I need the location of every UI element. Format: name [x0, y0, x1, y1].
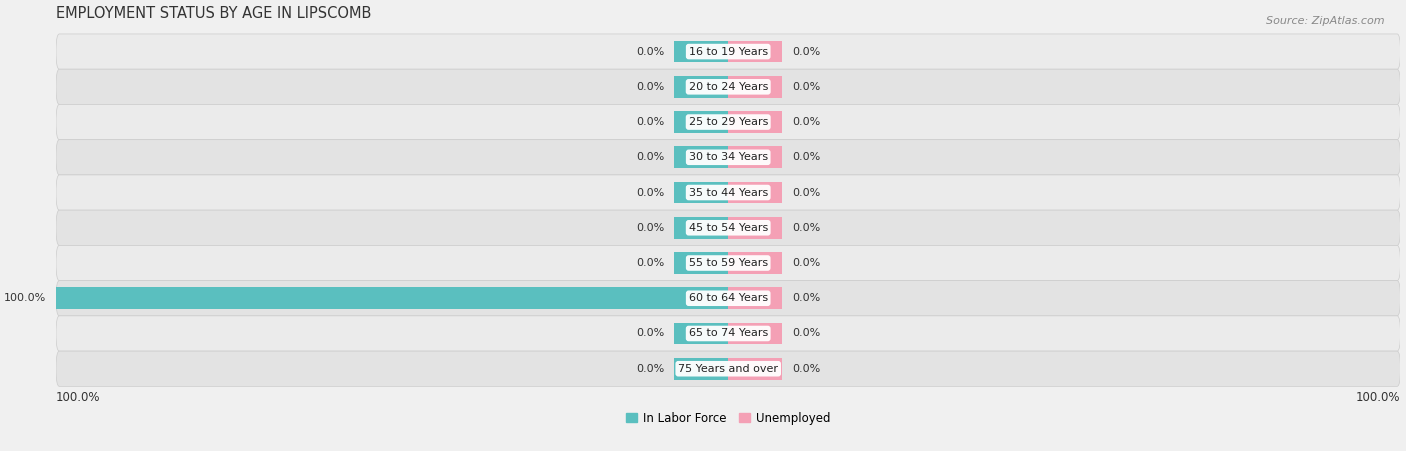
Bar: [728, 41, 782, 63]
FancyBboxPatch shape: [56, 351, 1400, 387]
Text: 20 to 24 Years: 20 to 24 Years: [689, 82, 768, 92]
Text: 16 to 19 Years: 16 to 19 Years: [689, 46, 768, 56]
Text: 0.0%: 0.0%: [792, 364, 820, 374]
Bar: [728, 322, 782, 345]
Text: 0.0%: 0.0%: [792, 258, 820, 268]
Text: 35 to 44 Years: 35 to 44 Years: [689, 188, 768, 198]
Text: 45 to 54 Years: 45 to 54 Years: [689, 223, 768, 233]
FancyBboxPatch shape: [56, 316, 1400, 351]
FancyBboxPatch shape: [56, 105, 1400, 140]
Bar: [675, 322, 728, 345]
FancyBboxPatch shape: [56, 34, 1400, 69]
FancyBboxPatch shape: [56, 175, 1400, 210]
Bar: [728, 182, 782, 203]
Text: 100.0%: 100.0%: [1355, 391, 1400, 404]
Text: Source: ZipAtlas.com: Source: ZipAtlas.com: [1267, 16, 1385, 26]
FancyBboxPatch shape: [56, 281, 1400, 316]
Text: 0.0%: 0.0%: [636, 82, 665, 92]
Text: 0.0%: 0.0%: [792, 82, 820, 92]
Text: 25 to 29 Years: 25 to 29 Years: [689, 117, 768, 127]
Bar: [728, 252, 782, 274]
Text: 65 to 74 Years: 65 to 74 Years: [689, 328, 768, 339]
FancyBboxPatch shape: [56, 140, 1400, 175]
Text: 0.0%: 0.0%: [792, 328, 820, 339]
Bar: [675, 182, 728, 203]
Text: 0.0%: 0.0%: [636, 328, 665, 339]
FancyBboxPatch shape: [56, 69, 1400, 105]
Legend: In Labor Force, Unemployed: In Labor Force, Unemployed: [621, 407, 835, 429]
FancyBboxPatch shape: [56, 210, 1400, 245]
Text: 0.0%: 0.0%: [636, 152, 665, 162]
Text: 100.0%: 100.0%: [56, 391, 100, 404]
Bar: [728, 111, 782, 133]
Bar: [728, 147, 782, 168]
Text: 0.0%: 0.0%: [636, 364, 665, 374]
Text: 0.0%: 0.0%: [636, 258, 665, 268]
Text: 75 Years and over: 75 Years and over: [678, 364, 778, 374]
Text: 0.0%: 0.0%: [792, 152, 820, 162]
Bar: [675, 76, 728, 98]
Text: 0.0%: 0.0%: [792, 293, 820, 303]
Text: 0.0%: 0.0%: [636, 46, 665, 56]
Text: 0.0%: 0.0%: [792, 46, 820, 56]
Bar: [675, 41, 728, 63]
Bar: [675, 358, 728, 380]
Text: 0.0%: 0.0%: [792, 223, 820, 233]
FancyBboxPatch shape: [56, 245, 1400, 281]
Text: 0.0%: 0.0%: [636, 223, 665, 233]
Text: 55 to 59 Years: 55 to 59 Years: [689, 258, 768, 268]
Text: 0.0%: 0.0%: [636, 188, 665, 198]
Text: EMPLOYMENT STATUS BY AGE IN LIPSCOMB: EMPLOYMENT STATUS BY AGE IN LIPSCOMB: [56, 5, 371, 21]
Text: 30 to 34 Years: 30 to 34 Years: [689, 152, 768, 162]
Bar: [675, 111, 728, 133]
Bar: [56, 287, 728, 309]
Bar: [675, 217, 728, 239]
Text: 0.0%: 0.0%: [792, 117, 820, 127]
Text: 0.0%: 0.0%: [792, 188, 820, 198]
Text: 0.0%: 0.0%: [636, 117, 665, 127]
Text: 100.0%: 100.0%: [4, 293, 46, 303]
Bar: [675, 252, 728, 274]
Bar: [728, 217, 782, 239]
Bar: [728, 76, 782, 98]
Bar: [728, 358, 782, 380]
Text: 60 to 64 Years: 60 to 64 Years: [689, 293, 768, 303]
Bar: [675, 147, 728, 168]
Bar: [728, 287, 782, 309]
